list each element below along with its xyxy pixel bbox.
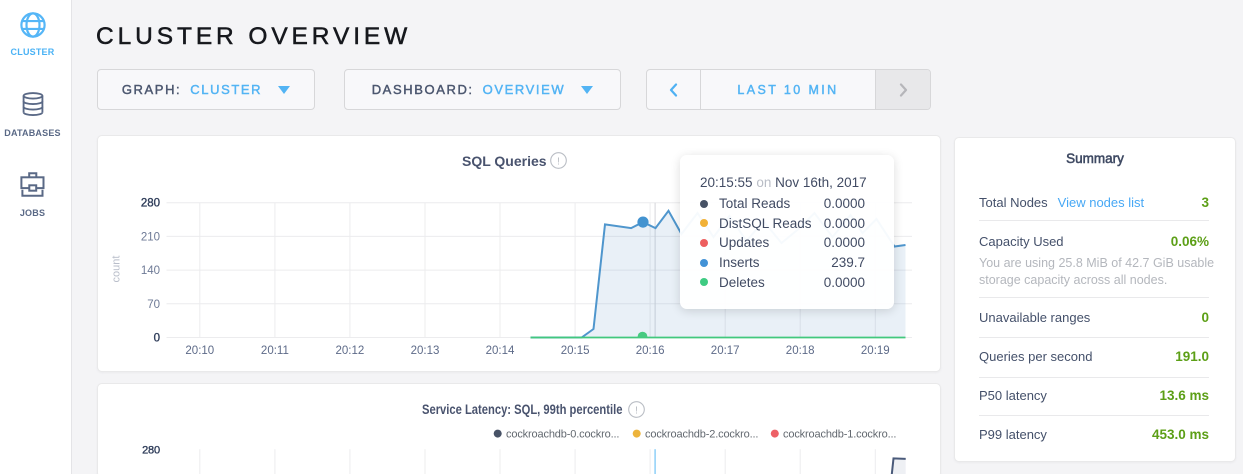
svg-text:count: count — [111, 256, 123, 283]
svg-text:!: ! — [635, 405, 638, 416]
svg-text:20:16: 20:16 — [636, 345, 665, 357]
svg-text:20:11: 20:11 — [261, 345, 289, 357]
svg-text:cockroachdb-1.cockro...: cockroachdb-1.cockro... — [783, 429, 896, 441]
svg-text:140: 140 — [141, 265, 160, 277]
svg-text:20:10: 20:10 — [185, 345, 214, 357]
svg-text:20:14: 20:14 — [486, 345, 515, 357]
svg-text:!: ! — [557, 156, 560, 167]
svg-text:0: 0 — [154, 333, 160, 345]
svg-text:280: 280 — [141, 198, 160, 210]
svg-text:cockroachdb-0.cockro...: cockroachdb-0.cockro... — [506, 429, 619, 441]
svg-text:280: 280 — [142, 445, 160, 457]
svg-text:210: 210 — [141, 231, 160, 243]
svg-text:20:17: 20:17 — [711, 345, 740, 357]
svg-text:cockroachdb-2.cockro...: cockroachdb-2.cockro... — [645, 429, 758, 441]
svg-text:20:18: 20:18 — [786, 345, 815, 357]
svg-text:20:19: 20:19 — [861, 345, 890, 357]
svg-text:70: 70 — [147, 299, 160, 311]
svg-text:20:12: 20:12 — [336, 345, 365, 357]
svg-text:20:13: 20:13 — [411, 345, 440, 357]
svg-text:20:15: 20:15 — [561, 345, 590, 357]
